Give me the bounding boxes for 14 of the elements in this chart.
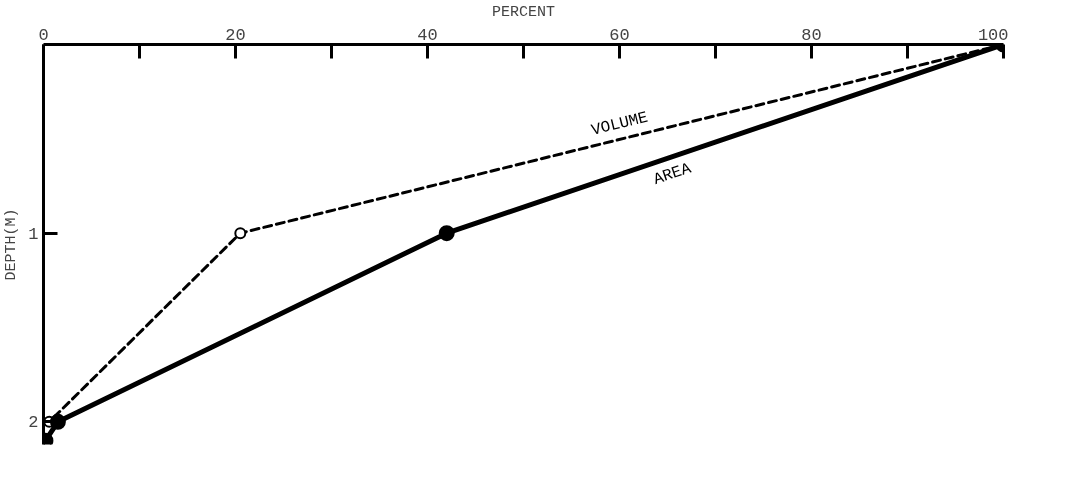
x-tick-label: 0 xyxy=(38,25,49,45)
point xyxy=(234,227,247,240)
text: AREA xyxy=(651,159,694,189)
x-tick-label: 60 xyxy=(609,25,630,45)
point xyxy=(438,225,455,242)
text: VOLUME xyxy=(589,108,650,140)
x-tick-label: 20 xyxy=(225,25,246,45)
x-tick-label: 40 xyxy=(417,25,438,45)
x-tick-label: 80 xyxy=(801,25,822,45)
y-tick-label: 2 xyxy=(28,413,39,433)
y-tick-label: 1 xyxy=(28,224,39,244)
x-tick-label: 100 xyxy=(977,25,1009,45)
x-axis-title: PERCENT xyxy=(491,3,556,21)
y-axis-title: DEPTH(M) xyxy=(3,208,21,281)
